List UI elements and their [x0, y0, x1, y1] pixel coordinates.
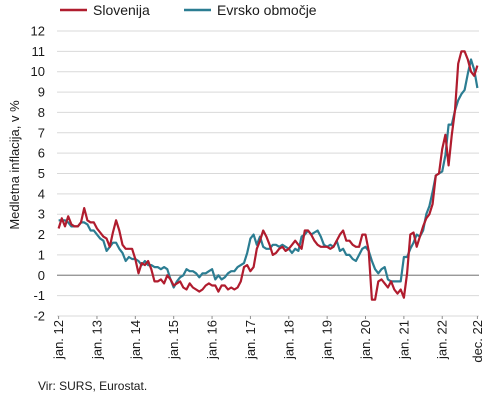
x-tick-label: jan. 12: [51, 320, 66, 360]
y-tick-label: 6: [38, 146, 45, 161]
x-tick-label: jan. 20: [358, 320, 373, 360]
x-axis-ticks: jan. 12 jan. 13 jan. 14 jan. 15 jan. 16 jan. …: [51, 316, 485, 363]
x-tick-label: dec. 22: [470, 320, 485, 363]
x-tick-label: jan. 19: [320, 320, 335, 360]
y-tick-label: 0: [38, 268, 45, 283]
y-tick-label: 2: [38, 227, 45, 242]
x-tick-label: jan. 22: [435, 320, 450, 360]
y-tick-label: 11: [32, 44, 46, 59]
series-lines: [57, 50, 479, 301]
y-tick-label: 12: [31, 24, 45, 39]
y-axis-label: Medletna inflacija, v %: [7, 100, 22, 230]
x-tick-label: jan. 21: [396, 320, 411, 360]
x-tick-label: jan. 18: [281, 320, 296, 360]
y-tick-label: 4: [38, 186, 45, 201]
x-tick-label: jan. 13: [89, 320, 104, 360]
y-tick-label: 7: [38, 125, 45, 140]
legend-label-1: Evrsko območje: [217, 2, 317, 18]
series-line-0: [57, 50, 479, 301]
y-tick-label: 8: [38, 105, 45, 120]
legend-label-0: Slovenija: [93, 2, 150, 18]
y-tick-label: 3: [38, 207, 45, 222]
x-tick-label: jan. 15: [166, 320, 181, 360]
y-tick-label: 9: [38, 85, 45, 100]
x-tick-label: jan. 17: [243, 320, 258, 360]
y-tick-label: -1: [33, 288, 45, 303]
source-note: Vir: SURS, Eurostat.: [38, 379, 148, 393]
x-tick-label: jan. 14: [128, 320, 143, 360]
y-tick-label: -2: [33, 309, 45, 324]
y-tick-label: 5: [38, 166, 45, 181]
legend: Slovenija Evrsko območje: [60, 2, 317, 18]
gridlines: [57, 30, 479, 317]
x-tick-label: jan. 16: [205, 320, 220, 360]
y-tick-label: 10: [31, 64, 45, 79]
y-tick-label: 1: [38, 247, 45, 262]
